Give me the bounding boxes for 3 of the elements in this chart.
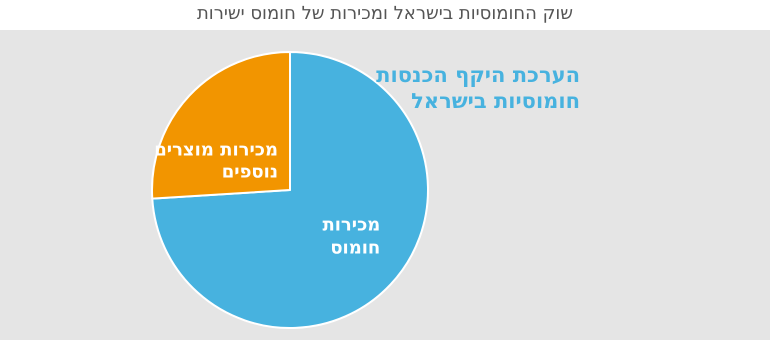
slice-label: מכירות חומוס	[321, 214, 380, 260]
chart-title: שוק החומוסיות בישראל ומכירות של חומוס ישירות	[196, 3, 574, 26]
text: הערכת היקף הכנסות חומוסיות בישראל	[375, 62, 580, 114]
